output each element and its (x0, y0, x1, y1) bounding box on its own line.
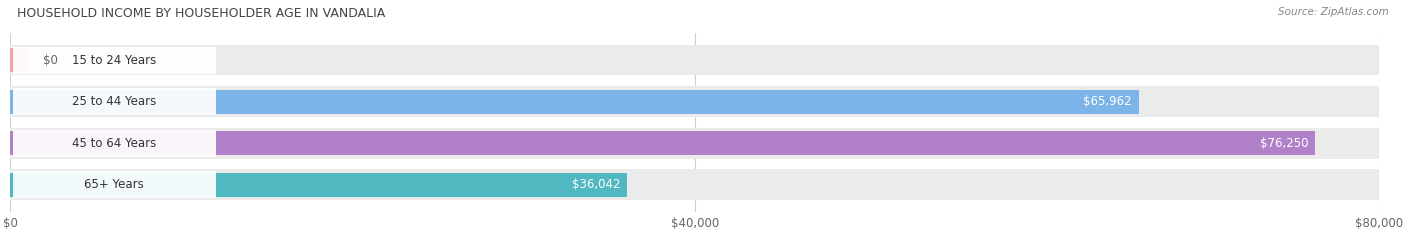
Bar (13, 130, 215, 157)
Text: 15 to 24 Years: 15 to 24 Years (72, 54, 156, 67)
Text: $0: $0 (44, 54, 58, 67)
Text: $65,962: $65,962 (1084, 95, 1132, 108)
Text: $36,042: $36,042 (572, 178, 620, 191)
Text: $76,250: $76,250 (1260, 137, 1308, 150)
Bar (10, 169, 1379, 200)
Text: Source: ZipAtlas.com: Source: ZipAtlas.com (1278, 7, 1389, 17)
Bar (10, 48, 27, 72)
Bar (13, 47, 215, 74)
Text: HOUSEHOLD INCOME BY HOUSEHOLDER AGE IN VANDALIA: HOUSEHOLD INCOME BY HOUSEHOLDER AGE IN V… (17, 7, 385, 20)
Bar (13, 171, 215, 198)
Bar (10, 45, 1379, 75)
Bar (10, 131, 1315, 155)
Bar (10, 89, 1139, 114)
Text: 45 to 64 Years: 45 to 64 Years (72, 137, 156, 150)
Bar (13, 88, 215, 115)
Bar (10, 86, 1379, 117)
Bar (10, 173, 627, 197)
Text: 25 to 44 Years: 25 to 44 Years (72, 95, 156, 108)
Bar (10, 128, 1379, 158)
Text: 65+ Years: 65+ Years (84, 178, 145, 191)
